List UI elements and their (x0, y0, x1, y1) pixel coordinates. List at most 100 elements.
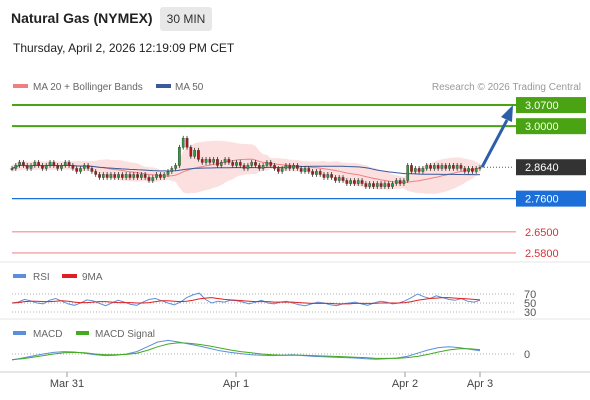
candle-body (322, 174, 326, 178)
candle-body (219, 162, 223, 166)
candle-body (337, 177, 341, 181)
level-label: 2.8640 (525, 162, 559, 174)
candle-body (136, 174, 139, 178)
candle-body (478, 167, 482, 169)
candle-body (349, 180, 352, 184)
candle-body (105, 174, 109, 178)
candle-body (189, 147, 193, 157)
candle-body (185, 138, 189, 148)
candle-body (467, 168, 470, 172)
candle-body (90, 168, 94, 172)
forecast-arrow-shaft (480, 119, 509, 168)
candle-body (273, 165, 276, 169)
candle-body (440, 165, 444, 169)
candle-body (269, 162, 273, 166)
candle-body (242, 165, 246, 169)
candle-body (170, 168, 174, 172)
candle-body (315, 171, 318, 175)
research-credit: Research © 2026 Trading Central (432, 82, 581, 93)
candle-body (223, 159, 227, 163)
candle-body (261, 165, 265, 169)
candle-body (433, 165, 436, 169)
candle-body (63, 162, 67, 166)
candle-body (67, 162, 71, 166)
candle-body (124, 174, 128, 178)
macd-signal-line (11, 342, 481, 361)
candle-body (25, 165, 29, 169)
candle-body (334, 177, 337, 181)
candle-body (86, 165, 90, 169)
candle-body (455, 165, 459, 169)
candle-body (14, 165, 18, 169)
candle-body (231, 162, 235, 166)
candle-body (265, 162, 269, 166)
rsi-ma-line (11, 297, 481, 305)
candle-body (356, 180, 360, 184)
candle-body (375, 183, 379, 187)
legend-label-rsi-ma: 9MA (82, 272, 103, 283)
main-legend: MA 20 + Bollinger Bands MA 50 Research ©… (13, 82, 581, 93)
candle-body (398, 180, 402, 184)
candle-body (277, 168, 280, 172)
candle-body (459, 165, 463, 169)
candle-body (197, 150, 200, 160)
candle-body (166, 171, 170, 175)
candle-body (246, 165, 250, 169)
candle-body (326, 174, 330, 178)
candle-body (410, 165, 413, 172)
candle-body (181, 138, 185, 148)
macd-legend: MACD MACD Signal (13, 329, 155, 340)
candle-body (101, 174, 105, 178)
candle-body (353, 180, 356, 184)
candle-body (250, 162, 254, 166)
candle-body (417, 168, 421, 172)
candle-body (82, 165, 86, 169)
rsi-legend: RSI 9MA (13, 272, 103, 283)
candle-body (402, 180, 406, 184)
timeframe-button[interactable]: 30 MIN (160, 7, 212, 31)
level-label-box (516, 97, 586, 114)
candle-body (299, 168, 303, 172)
level-label: 2.5800 (525, 248, 559, 260)
candle-body (71, 165, 75, 169)
candle-body (254, 162, 257, 166)
macd-panel: 0 (11, 339, 530, 361)
candle-body (132, 174, 136, 178)
candle-body (10, 168, 14, 170)
level-label-box (516, 190, 586, 207)
candle-body (174, 165, 177, 169)
candle-body (162, 174, 166, 178)
candle-body (368, 183, 371, 187)
candle-body (109, 174, 113, 178)
candle-body (288, 165, 292, 169)
instrument-title: Natural Gas (NYMEX) (11, 10, 153, 26)
candle-body (452, 165, 455, 169)
legend-label-bollinger: MA 20 + Bollinger Bands (33, 82, 143, 93)
candle-body (98, 174, 101, 178)
candles (10, 135, 482, 189)
candle-body (193, 150, 196, 157)
moving-averages (11, 158, 481, 184)
candle-body (29, 165, 33, 169)
macd-zero-label: 0 (524, 349, 530, 361)
x-axis: Mar 31 Apr 1 Apr 2 Apr 3 (50, 372, 493, 390)
level-label: 3.0700 (525, 100, 559, 112)
x-tick-label: Apr 1 (223, 378, 249, 390)
rsi-level-label: 30 (524, 307, 536, 319)
candle-body (147, 177, 151, 181)
candle-body (52, 162, 56, 166)
forecast-arrow (480, 105, 513, 168)
chart-header: Natural Gas (NYMEX) 30 MIN (0, 0, 590, 34)
candle-body (425, 165, 429, 169)
candle-body (22, 162, 25, 166)
candle-body (448, 165, 451, 169)
candle-body (159, 174, 162, 178)
candle-body (44, 165, 48, 169)
candle-body (387, 183, 391, 187)
candle-body (394, 180, 398, 184)
candle-body (421, 168, 425, 172)
candle-body (383, 183, 387, 187)
candle-body (151, 177, 155, 181)
